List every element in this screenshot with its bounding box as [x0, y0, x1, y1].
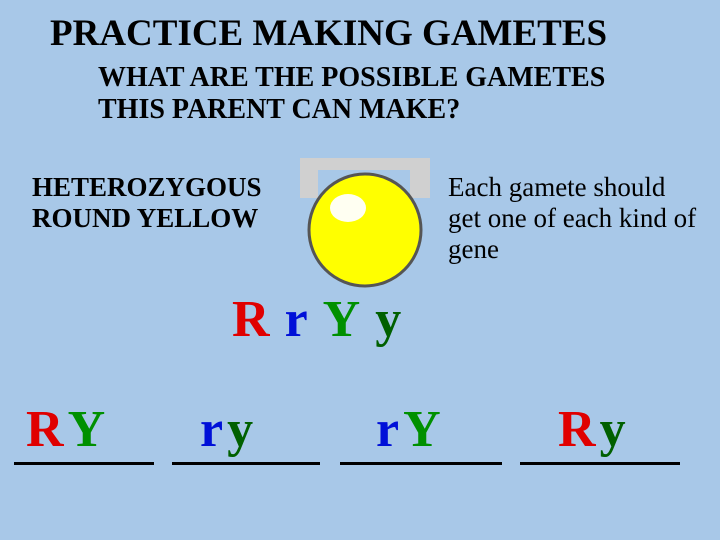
hetero-line-2: ROUND YELLOW	[32, 203, 262, 234]
allele-R-upper: R	[232, 291, 272, 348]
gamete-2-allele-2: y	[227, 401, 253, 458]
gamete-3-underline	[340, 462, 502, 465]
instruction-text: Each gamete should get one of each kind …	[448, 172, 698, 265]
heterozygous-label: HETEROZYGOUS ROUND YELLOW	[32, 172, 262, 234]
gamete-3-allele-2: Y	[403, 401, 441, 458]
slide-title: PRACTICE MAKING GAMETES	[50, 12, 607, 55]
subtitle-line-2: THIS PARENT CAN MAKE?	[98, 94, 605, 126]
gamete-1: R Y	[26, 400, 105, 459]
gamete-4-underline	[520, 462, 680, 465]
allele-y-lower: y	[375, 291, 403, 348]
pea-icon	[300, 158, 430, 288]
gamete-2-underline	[172, 462, 320, 465]
hetero-line-1: HETEROZYGOUS	[32, 172, 262, 203]
gamete-3-allele-1: r	[376, 401, 399, 458]
gamete-4-allele-1: R	[558, 401, 596, 458]
gamete-answers-row: R Y r y r Y R y	[0, 400, 720, 480]
parent-genotype: R r Y y	[232, 290, 403, 349]
allele-Y-upper: Y	[323, 291, 363, 348]
pea-image	[300, 158, 430, 288]
allele-r-lower: r	[285, 291, 310, 348]
gamete-1-allele-1: R	[26, 401, 64, 458]
gamete-1-underline	[14, 462, 154, 465]
gamete-2-allele-1: r	[200, 401, 223, 458]
gamete-4: R y	[558, 400, 626, 459]
subtitle-line-1: WHAT ARE THE POSSIBLE GAMETES	[98, 62, 605, 94]
gamete-3: r Y	[376, 400, 441, 459]
slide-subtitle: WHAT ARE THE POSSIBLE GAMETES THIS PAREN…	[98, 62, 605, 126]
gamete-4-allele-2: y	[600, 401, 626, 458]
gamete-2: r y	[200, 400, 253, 459]
gamete-1-allele-2: Y	[68, 401, 106, 458]
